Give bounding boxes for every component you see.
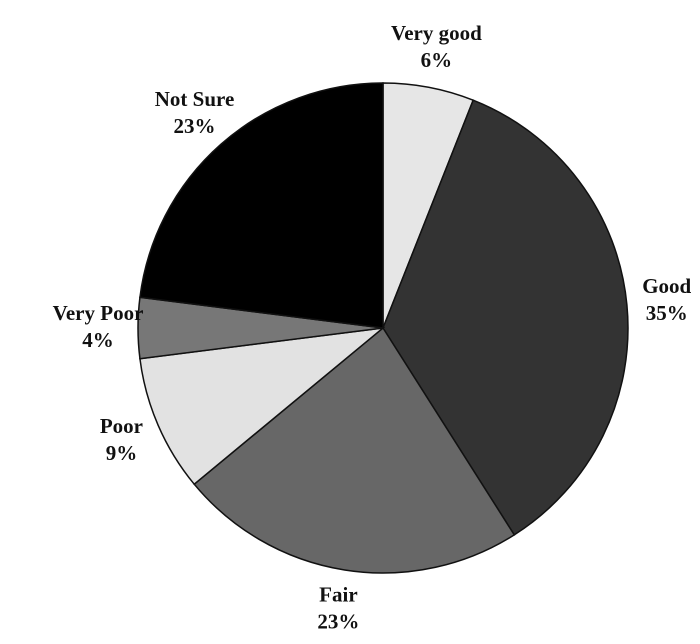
slice-label: Poor: [100, 414, 143, 438]
slice-value-label: 4%: [82, 328, 114, 352]
slice-label: Very Poor: [53, 301, 144, 325]
pie-slice: [382, 99, 629, 536]
slice-value-label: 6%: [421, 48, 453, 72]
slice-label: Not Sure: [155, 87, 235, 111]
slice-value-label: 35%: [646, 301, 688, 325]
slice-value-label: 23%: [317, 609, 359, 633]
pie-slice: [193, 326, 516, 574]
slice-value-label: 9%: [106, 441, 138, 465]
slice-value-label: 23%: [174, 114, 216, 138]
slice-label: Fair: [319, 582, 357, 606]
pie-slice: [139, 326, 386, 486]
slice-label: Very good: [391, 21, 482, 45]
slice-label: Good: [642, 274, 691, 298]
pie-slice: [139, 82, 384, 329]
